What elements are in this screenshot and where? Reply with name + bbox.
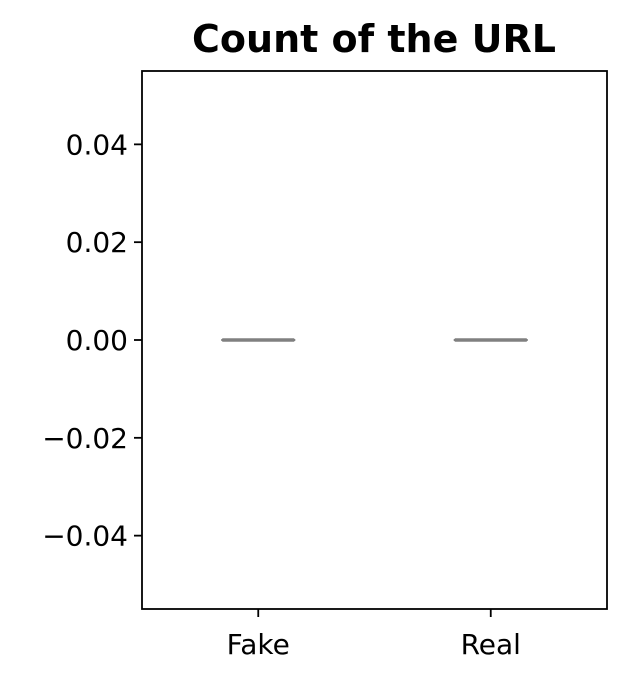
y-tick-label: −0.02 (42, 422, 128, 455)
y-tick-label: 0.00 (66, 324, 128, 357)
x-axis: Fake Real (227, 609, 521, 661)
chart-title: Count of the URL (192, 17, 556, 61)
y-tick-label: −0.04 (42, 520, 128, 553)
y-tick-label: 0.04 (66, 128, 128, 161)
plot-area-frame (141, 70, 608, 610)
y-axis: −0.04 −0.02 0.00 0.02 0.04 (42, 128, 142, 553)
y-tick-label: 0.02 (66, 226, 128, 259)
x-tick-label: Fake (227, 628, 290, 661)
x-tick-label: Real (461, 628, 521, 661)
